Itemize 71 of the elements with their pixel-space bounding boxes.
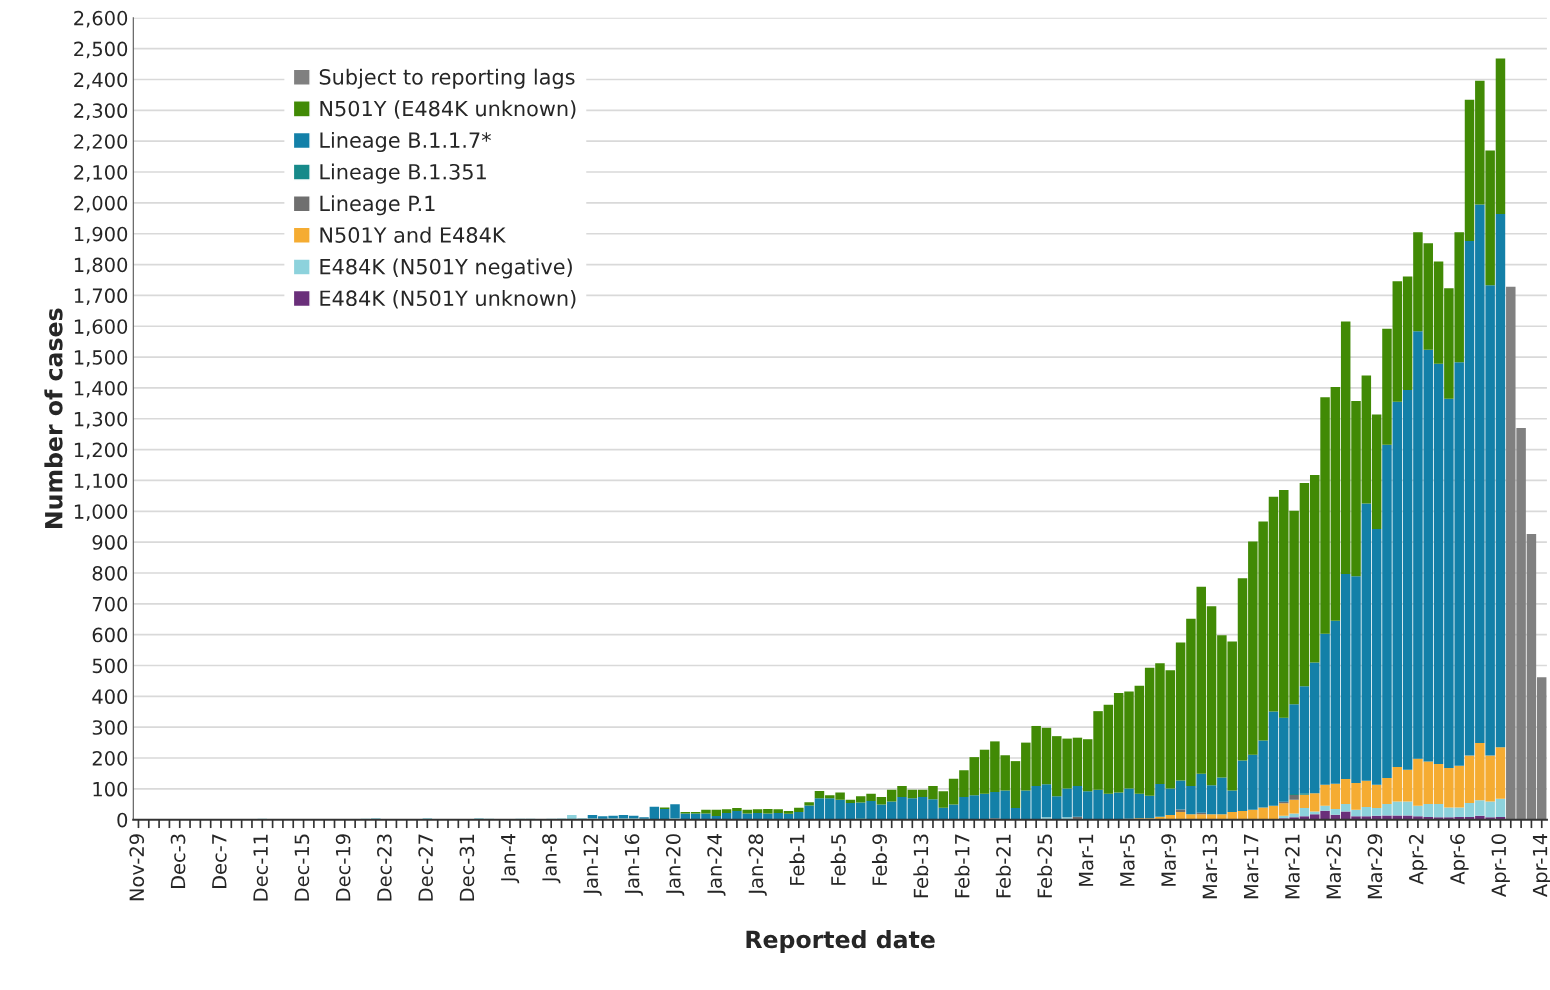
y-axis-title: Number of cases — [44, 308, 63, 528]
x-tick-label: Dec-3 — [170, 834, 186, 889]
x-tick-label: Mar-17 — [1244, 834, 1259, 899]
x-tick-label: Mar-5 — [1120, 834, 1135, 886]
x-tick-label: Apr-2 — [1408, 834, 1428, 885]
y-tick-label: 700 — [92, 596, 128, 612]
y-tick-label: 100 — [93, 781, 128, 797]
y-tick-label: 2,000 — [74, 195, 128, 213]
y-tick-label: 2,300 — [74, 103, 128, 120]
y-tick-label: 1,300 — [74, 411, 128, 429]
x-tick-label: Apr-6 — [1450, 834, 1469, 885]
x-tick-label: Jan-28 — [748, 834, 767, 896]
legend-label: N501Y and E484K — [320, 226, 506, 243]
x-tick-label: Dec-7 — [212, 834, 227, 889]
x-tick-label: Jan-12 — [583, 834, 602, 896]
legend-label: Subject to reporting lags — [319, 68, 575, 89]
y-tick-label: 1,400 — [74, 380, 128, 398]
x-tick-label: Feb-17 — [954, 834, 970, 898]
x-tick-label: Jan-24 — [707, 834, 726, 896]
x-tick-label: Jan-20 — [665, 834, 685, 896]
y-tick-label: 1,500 — [74, 350, 128, 367]
legend-label: Lineage B.1.351 — [320, 163, 486, 184]
x-tick-label: Feb-13 — [913, 834, 929, 898]
x-tick-label: Mar-1 — [1078, 834, 1094, 886]
x-tick-label: Mar-25 — [1326, 834, 1342, 899]
y-tick-label: 1,200 — [74, 442, 128, 460]
x-tick-label: Mar-29 — [1367, 834, 1383, 899]
x-tick-label: Mar-21 — [1285, 834, 1300, 899]
y-tick-label: 1,600 — [74, 319, 128, 336]
y-tick-label: 1,000 — [74, 504, 128, 521]
y-tick-label: 2,400 — [74, 72, 128, 90]
x-tick-label: Jan-16 — [624, 834, 643, 896]
x-tick-label: Mar-13 — [1202, 834, 1218, 899]
y-tick-label: 600 — [92, 627, 128, 643]
x-tick-label: Dec-15 — [294, 834, 310, 901]
legend-label: E484K (N501Y unknown) — [320, 289, 576, 309]
x-tick-label: Mar-9 — [1161, 834, 1176, 886]
x-tick-label: Dec-11 — [253, 834, 268, 901]
y-tick-label: 1,900 — [74, 226, 128, 244]
y-tick-label: 300 — [92, 720, 128, 735]
y-tick-label: 1,100 — [74, 473, 128, 491]
x-tick-label: Feb-9 — [871, 834, 888, 885]
x-tick-label: Apr-10 — [1491, 834, 1510, 897]
x-tick-label: Dec-27 — [418, 834, 434, 901]
y-tick-label: 200 — [92, 750, 128, 766]
y-tick-label: 2,600 — [74, 10, 128, 28]
x-tick-label: Dec-19 — [335, 834, 351, 901]
x-tick-label: Nov-29 — [129, 834, 145, 901]
y-tick-label: 1,700 — [74, 288, 128, 306]
y-tick-label: 2,200 — [74, 134, 128, 151]
x-axis-title: Reported date — [746, 930, 935, 953]
legend-label: E484K (N501Y negative) — [320, 258, 572, 279]
x-tick-label: Dec-31 — [459, 834, 475, 901]
legend-label: Lineage P.1 — [320, 195, 435, 216]
x-tick-label: Feb-21 — [995, 834, 1011, 898]
x-tick-label: Jan-8 — [542, 834, 561, 884]
y-tick-label: 400 — [92, 689, 128, 705]
legend-label: Lineage B.1.1.7* — [320, 131, 491, 153]
y-tick-label: 2,500 — [74, 41, 128, 59]
legend-label: N501Y (E484K unknown) — [320, 100, 576, 119]
x-tick-label: Feb-5 — [830, 834, 846, 885]
y-tick-label: 900 — [92, 535, 128, 550]
y-tick-label: 2,100 — [74, 164, 128, 182]
y-tick-label: 1,800 — [74, 257, 128, 275]
y-tick-label: 0 — [117, 812, 128, 828]
x-tick-label: Jan-4 — [501, 834, 520, 884]
y-tick-label: 800 — [92, 565, 128, 581]
x-tick-label: Feb-1 — [789, 834, 805, 885]
x-tick-label: Feb-25 — [1037, 834, 1053, 898]
x-tick-label: Dec-23 — [377, 834, 392, 901]
y-tick-label: 500 — [92, 658, 128, 674]
